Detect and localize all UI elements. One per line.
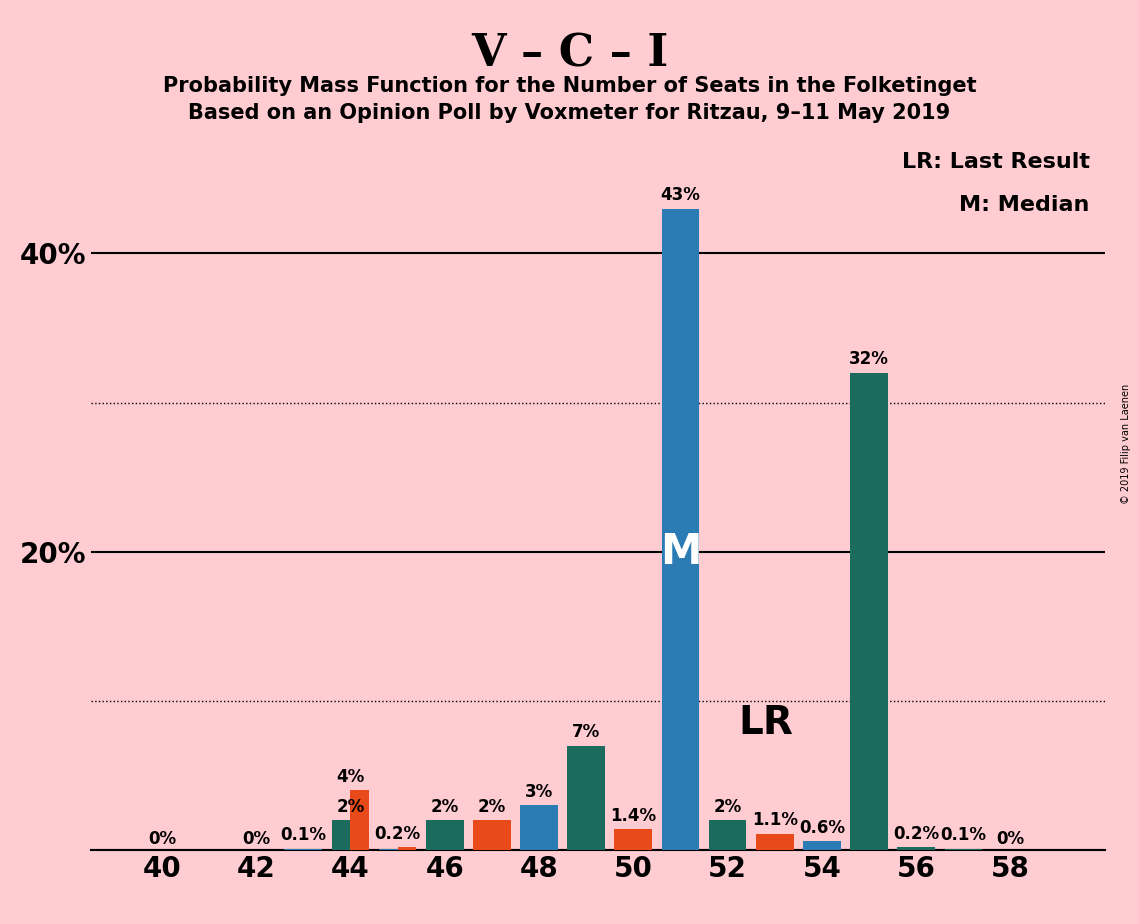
- Bar: [756, 833, 794, 850]
- Text: 0%: 0%: [997, 830, 1025, 848]
- Text: 0.2%: 0.2%: [893, 824, 940, 843]
- Bar: [473, 821, 510, 850]
- Text: V – C – I: V – C – I: [470, 32, 669, 76]
- Bar: [898, 847, 935, 850]
- Bar: [662, 209, 699, 850]
- Text: 0.1%: 0.1%: [941, 826, 986, 845]
- Bar: [944, 848, 982, 850]
- Text: 7%: 7%: [572, 723, 600, 741]
- Text: Probability Mass Function for the Number of Seats in the Folketinget: Probability Mass Function for the Number…: [163, 76, 976, 96]
- Bar: [521, 806, 558, 850]
- Text: 1.1%: 1.1%: [752, 811, 797, 829]
- Text: 2%: 2%: [431, 797, 459, 816]
- Text: LR: LR: [738, 704, 793, 742]
- Text: 3%: 3%: [525, 783, 554, 801]
- Text: M: M: [659, 530, 702, 573]
- Bar: [285, 848, 322, 850]
- Text: 4%: 4%: [336, 768, 364, 786]
- Text: 2%: 2%: [336, 797, 364, 816]
- Text: 32%: 32%: [850, 350, 890, 368]
- Text: Based on an Opinion Poll by Voxmeter for Ritzau, 9–11 May 2019: Based on an Opinion Poll by Voxmeter for…: [188, 103, 951, 124]
- Bar: [351, 790, 369, 850]
- Bar: [803, 841, 841, 850]
- Text: 0%: 0%: [148, 830, 175, 848]
- Text: 43%: 43%: [661, 186, 700, 204]
- Bar: [426, 821, 464, 850]
- Text: LR: Last Result: LR: Last Result: [902, 152, 1090, 172]
- Bar: [708, 821, 746, 850]
- Bar: [398, 847, 417, 850]
- Bar: [614, 829, 653, 850]
- Text: © 2019 Filip van Laenen: © 2019 Filip van Laenen: [1121, 383, 1131, 504]
- Bar: [567, 746, 605, 850]
- Text: 0.1%: 0.1%: [280, 826, 326, 845]
- Text: 1.4%: 1.4%: [611, 807, 656, 825]
- Text: 0.6%: 0.6%: [798, 819, 845, 836]
- Text: M: Median: M: Median: [959, 195, 1090, 215]
- Bar: [331, 821, 351, 850]
- Text: 2%: 2%: [477, 797, 506, 816]
- Bar: [850, 372, 888, 850]
- Text: 0%: 0%: [243, 830, 270, 848]
- Text: 0.2%: 0.2%: [375, 824, 420, 843]
- Text: 2%: 2%: [713, 797, 741, 816]
